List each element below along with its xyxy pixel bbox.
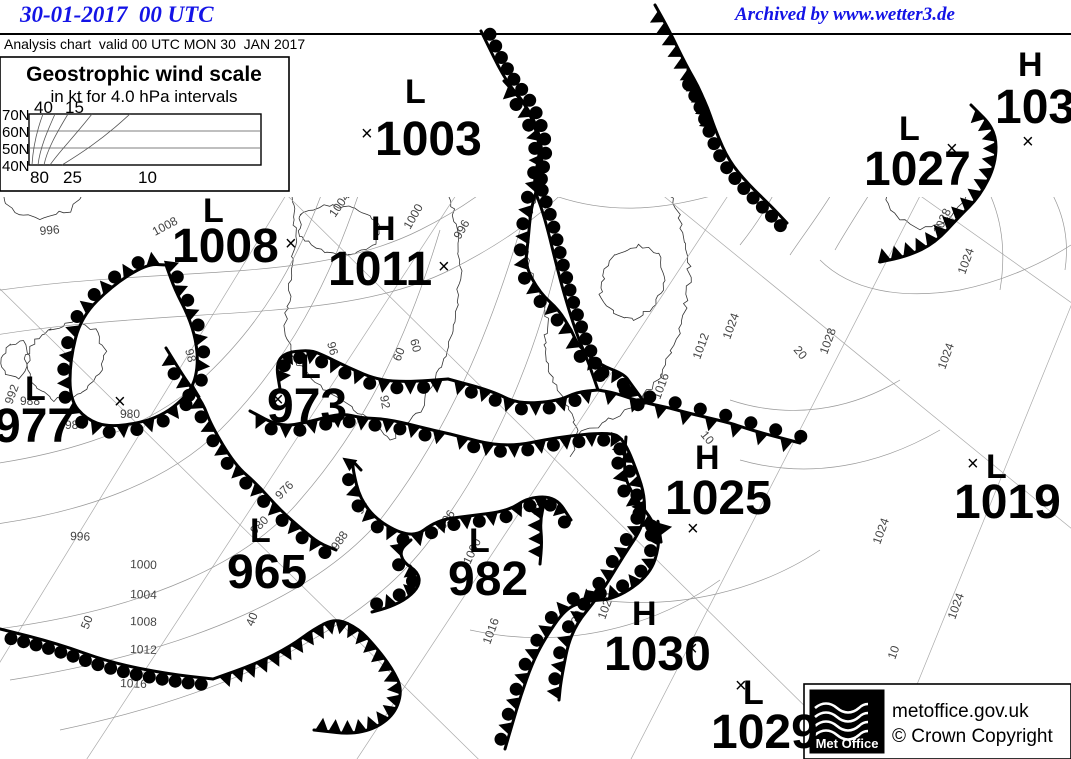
svg-text:×: × — [285, 233, 297, 255]
svg-text:60: 60 — [390, 345, 408, 363]
svg-text:1011: 1011 — [328, 243, 432, 296]
svg-text:40N: 40N — [2, 158, 30, 175]
svg-text:60N: 60N — [2, 124, 30, 141]
svg-text:1024: 1024 — [945, 591, 967, 621]
svg-text:×: × — [438, 256, 450, 278]
svg-text:© Crown Copyright: © Crown Copyright — [892, 726, 1053, 747]
svg-text:1024: 1024 — [720, 311, 742, 341]
svg-text:Met Office: Met Office — [816, 736, 879, 751]
svg-text:50N: 50N — [2, 141, 30, 158]
svg-text:92: 92 — [377, 394, 393, 410]
svg-text:×: × — [687, 518, 699, 540]
svg-text:1019: 1019 — [954, 476, 1061, 529]
svg-text:H: H — [1018, 46, 1043, 84]
svg-text:1008: 1008 — [172, 220, 279, 273]
svg-text:10: 10 — [885, 643, 903, 661]
svg-text:Geostrophic wind scale: Geostrophic wind scale — [26, 63, 262, 86]
svg-text:96: 96 — [324, 340, 341, 357]
svg-text:976: 976 — [272, 478, 296, 502]
svg-text:965: 965 — [227, 546, 307, 599]
svg-text:1029: 1029 — [711, 706, 818, 759]
svg-text:1032: 1032 — [995, 81, 1071, 134]
svg-text:1024: 1024 — [935, 341, 957, 371]
svg-text:1025: 1025 — [665, 472, 772, 525]
svg-text:1028: 1028 — [817, 326, 839, 356]
svg-text:1040: 1040 — [770, 86, 796, 116]
svg-text:996: 996 — [70, 529, 91, 544]
svg-text:1004: 1004 — [130, 587, 157, 602]
svg-text:1012: 1012 — [690, 331, 712, 361]
svg-text:×: × — [114, 391, 126, 413]
svg-text:L: L — [250, 512, 271, 550]
svg-text:×: × — [735, 675, 747, 697]
svg-text:1012: 1012 — [130, 642, 157, 657]
svg-text:×: × — [272, 389, 284, 411]
svg-text:977: 977 — [0, 400, 74, 453]
svg-text:×: × — [361, 123, 373, 145]
svg-text:1008: 1008 — [597, 172, 627, 199]
svg-text:metoffice.gov.uk: metoffice.gov.uk — [892, 701, 1029, 722]
svg-text:20: 20 — [791, 343, 811, 362]
svg-text:1016: 1016 — [480, 616, 502, 646]
svg-text:982: 982 — [448, 553, 528, 606]
svg-text:1008: 1008 — [130, 614, 157, 629]
svg-text:L: L — [405, 73, 426, 111]
svg-text:60: 60 — [407, 337, 424, 354]
svg-text:×: × — [686, 638, 698, 660]
svg-text:1000: 1000 — [130, 557, 157, 572]
svg-text:70N: 70N — [2, 107, 30, 124]
svg-text:25: 25 — [63, 168, 82, 187]
svg-text:×: × — [967, 453, 979, 475]
svg-text:50: 50 — [78, 613, 96, 631]
svg-text:80: 80 — [30, 168, 49, 187]
svg-text:1003: 1003 — [375, 113, 482, 166]
svg-text:40: 40 — [34, 98, 53, 117]
svg-text:1024: 1024 — [955, 246, 977, 276]
svg-text:×: × — [1022, 131, 1034, 153]
svg-text:10: 10 — [138, 168, 157, 187]
svg-text:1004: 1004 — [326, 190, 353, 220]
svg-text:1024: 1024 — [870, 516, 892, 546]
svg-text:1000: 1000 — [400, 201, 426, 231]
svg-text:996: 996 — [39, 222, 60, 238]
svg-text:40: 40 — [243, 610, 261, 628]
svg-text:×: × — [946, 138, 958, 160]
svg-text:1036: 1036 — [823, 157, 850, 187]
